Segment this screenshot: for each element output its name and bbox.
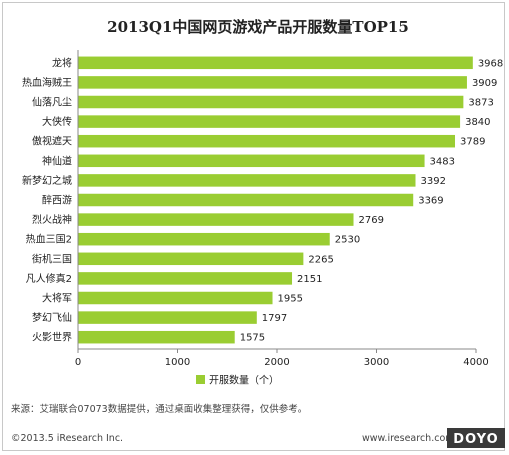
website: www.iresearch.com.cn: [362, 433, 469, 444]
bar: [78, 272, 293, 285]
data-label: 3840: [465, 117, 490, 128]
copyright: ©2013.5 iResearch Inc.: [11, 433, 123, 444]
bar: [78, 291, 273, 305]
x-tick-label: 4000: [463, 357, 488, 368]
data-label: 3909: [472, 78, 497, 89]
data-label: 2769: [359, 215, 384, 226]
bar: [78, 232, 330, 246]
data-label: 3392: [421, 176, 446, 187]
category-label: 神仙道: [42, 154, 72, 167]
x-tick-label: 3000: [364, 357, 389, 368]
chart-title: 2013Q1中国网页游戏产品开服数量TOP15: [107, 18, 409, 36]
category-label: 梦幻飞仙: [32, 311, 72, 324]
category-label: 热血海贼王: [22, 76, 72, 89]
bar: [78, 252, 304, 266]
data-label: 2151: [297, 274, 322, 285]
data-label: 3968: [478, 58, 503, 69]
data-label: 1955: [278, 294, 303, 305]
data-label: 2265: [308, 254, 333, 265]
legend-label: 开服数量（个）: [209, 374, 279, 387]
category-label: 新梦幻之城: [22, 174, 72, 187]
x-axis: 0 1000 2000 3000 4000: [75, 50, 489, 368]
data-label: 3483: [430, 156, 455, 167]
category-label: 街机三国: [32, 252, 72, 265]
source-note: 来源：艾瑞联合07073数据提供，通过桌面收集整理获得，仅供参考。: [11, 403, 307, 415]
bar: [78, 330, 235, 344]
x-tick-label: 2000: [264, 357, 289, 368]
category-label: 大侠传: [42, 115, 72, 128]
bar: [78, 115, 461, 128]
category-label: 醉西游: [42, 194, 72, 207]
bar: [78, 193, 414, 207]
bar: [78, 174, 416, 187]
bars-group: 龙将 3968 热血海贼王 3909 仙落凡尘 3873 大侠传 3840 傲视遮天 3789 神仙…: [22, 56, 503, 343]
watermark-background: [447, 428, 505, 448]
x-tick-label: 1000: [165, 357, 190, 368]
category-label: 火影世界: [32, 332, 72, 344]
bar: [78, 134, 456, 148]
bar: [78, 213, 354, 226]
category-label: 热血三国2: [26, 233, 72, 246]
legend-swatch: [196, 375, 205, 384]
category-label: 烈火战神: [32, 213, 72, 226]
data-label: 1575: [240, 333, 265, 344]
bar: [78, 311, 257, 324]
data-label: 3789: [460, 137, 485, 148]
category-label: 大将军: [42, 292, 72, 305]
category-label: 凡人修真2: [26, 272, 72, 285]
category-label: 仙落凡尘: [32, 96, 72, 109]
data-label: 2530: [335, 235, 360, 246]
watermark: DOYO: [453, 432, 498, 447]
data-label: 1797: [262, 313, 287, 324]
bar: [78, 76, 467, 89]
data-label: 3369: [418, 196, 443, 207]
bar: [78, 95, 464, 109]
category-label: 傲视遮天: [32, 135, 72, 148]
data-label: 3873: [468, 98, 493, 109]
category-label: 龙将: [52, 56, 72, 69]
bar: [78, 154, 425, 168]
bar: [78, 56, 473, 70]
x-tick-label: 0: [75, 357, 81, 368]
legend: 开服数量（个）: [196, 374, 279, 387]
